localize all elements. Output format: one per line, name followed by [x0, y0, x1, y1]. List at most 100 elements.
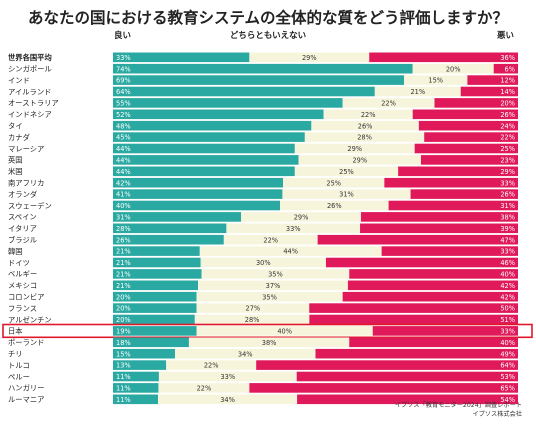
data-label-neutral-11: 25%	[326, 179, 341, 187]
bar-bad-7	[424, 132, 518, 142]
bar-bad-4	[434, 98, 518, 108]
bar-neutral-6	[311, 120, 419, 131]
bar-bad-3	[460, 86, 518, 97]
data-label-neutral-22: 27%	[246, 305, 261, 313]
header-neutral-label: どちらともいえない	[229, 31, 307, 41]
data-label-bad-22: 50%	[500, 305, 515, 313]
data-label-neutral-23: 28%	[245, 316, 260, 324]
data-label-good-19: 21%	[116, 271, 131, 279]
bar-good-3	[113, 86, 375, 97]
data-label-good-3: 64%	[116, 88, 131, 96]
category-label-24: 日本	[8, 327, 23, 336]
bar-neutral-13	[280, 200, 389, 211]
bar-neutral-14	[241, 212, 361, 222]
data-label-bad-28: 53%	[500, 373, 515, 381]
bar-bad-29	[249, 383, 518, 393]
bar-neutral-22	[196, 303, 310, 313]
chart-title: あなたの国における教育システムの全体的な質をどう評価しますか？	[27, 9, 509, 27]
source-line-1: イプソス「教育モニター2024」調査レポート	[394, 402, 522, 409]
bar-bad-22	[309, 303, 518, 313]
data-label-good-11: 42%	[116, 179, 131, 187]
data-label-bad-24: 33%	[500, 328, 515, 336]
category-label-29: ハンガリー	[8, 384, 44, 393]
data-label-bad-30: 54%	[500, 396, 515, 404]
data-label-good-5: 52%	[116, 111, 131, 119]
data-label-bad-4: 20%	[500, 100, 515, 108]
bar-bad-0	[369, 52, 518, 63]
category-label-21: コロンビア	[8, 293, 44, 302]
bar-good-11	[113, 177, 284, 188]
data-label-good-10: 44%	[116, 168, 131, 176]
data-label-bad-23: 51%	[500, 316, 515, 324]
data-label-bad-16: 47%	[500, 236, 515, 244]
data-label-bad-10: 29%	[500, 168, 515, 176]
category-label-14: スペイン	[8, 213, 37, 222]
bar-neutral-9	[298, 155, 421, 165]
data-label-good-25: 18%	[116, 339, 131, 347]
bar-good-9	[113, 155, 299, 165]
bar-good-19	[113, 269, 202, 279]
bar-good-1	[113, 63, 413, 74]
bar-neutral-28	[158, 371, 297, 382]
bar-neutral-25	[188, 337, 350, 348]
data-label-neutral-1: 20%	[446, 65, 461, 73]
category-label-30: ルーマニア	[8, 395, 44, 404]
data-label-good-7: 45%	[116, 134, 131, 142]
bar-bad-25	[349, 337, 518, 348]
bar-good-21	[113, 291, 197, 302]
data-label-neutral-2: 15%	[428, 77, 443, 85]
bar-neutral-20	[198, 280, 348, 291]
bar-good-18	[113, 257, 201, 268]
bar-good-29	[113, 383, 159, 393]
bar-good-14	[113, 212, 242, 222]
bar-bad-13	[388, 200, 518, 211]
data-label-bad-26: 49%	[500, 350, 515, 358]
data-label-good-23: 20%	[116, 316, 131, 324]
category-label-27: トルコ	[8, 361, 30, 370]
data-label-good-21: 20%	[116, 293, 131, 301]
bar-neutral-23	[194, 314, 310, 325]
category-label-10: 米国	[8, 167, 23, 176]
bar-bad-10	[398, 166, 518, 177]
data-label-bad-17: 33%	[500, 248, 515, 256]
data-label-neutral-20: 37%	[266, 282, 281, 290]
bar-neutral-19	[201, 269, 350, 279]
bar-good-26	[113, 348, 175, 359]
data-label-bad-1: 6%	[505, 65, 515, 73]
data-label-bad-15: 39%	[500, 225, 515, 233]
data-label-bad-5: 26%	[500, 111, 515, 119]
bar-good-2	[113, 75, 405, 85]
data-label-neutral-0: 29%	[302, 54, 317, 62]
bar-bad-26	[315, 348, 518, 359]
data-label-neutral-15: 33%	[286, 225, 301, 233]
data-label-bad-3: 14%	[500, 88, 515, 96]
data-label-neutral-10: 25%	[339, 168, 354, 176]
data-label-bad-6: 24%	[500, 122, 515, 130]
data-label-neutral-16: 22%	[263, 236, 278, 244]
data-label-good-12: 41%	[116, 191, 131, 199]
bar-neutral-26	[174, 348, 316, 359]
data-label-neutral-28: 33%	[220, 373, 235, 381]
category-label-7: カナダ	[8, 133, 30, 142]
bar-bad-8	[414, 143, 518, 154]
data-label-bad-2: 12%	[500, 77, 515, 85]
category-label-0: 世界各国平均	[8, 53, 52, 62]
data-label-good-22: 20%	[116, 305, 131, 313]
bar-neutral-12	[282, 189, 411, 199]
bar-bad-11	[384, 177, 518, 188]
bar-good-28	[113, 371, 159, 382]
bar-good-0	[113, 52, 250, 63]
bar-neutral-8	[294, 143, 415, 154]
bar-good-30	[113, 394, 158, 405]
bar-neutral-24	[196, 326, 373, 336]
data-label-good-13: 40%	[116, 202, 131, 210]
data-label-bad-7: 22%	[500, 134, 515, 142]
bar-good-12	[113, 189, 283, 199]
bar-good-13	[113, 200, 281, 211]
bar-good-5	[113, 109, 324, 120]
data-label-bad-20: 42%	[500, 282, 515, 290]
bar-neutral-1	[412, 63, 494, 74]
bar-neutral-11	[283, 177, 385, 188]
bar-good-17	[113, 246, 200, 256]
data-label-bad-27: 64%	[500, 362, 515, 370]
